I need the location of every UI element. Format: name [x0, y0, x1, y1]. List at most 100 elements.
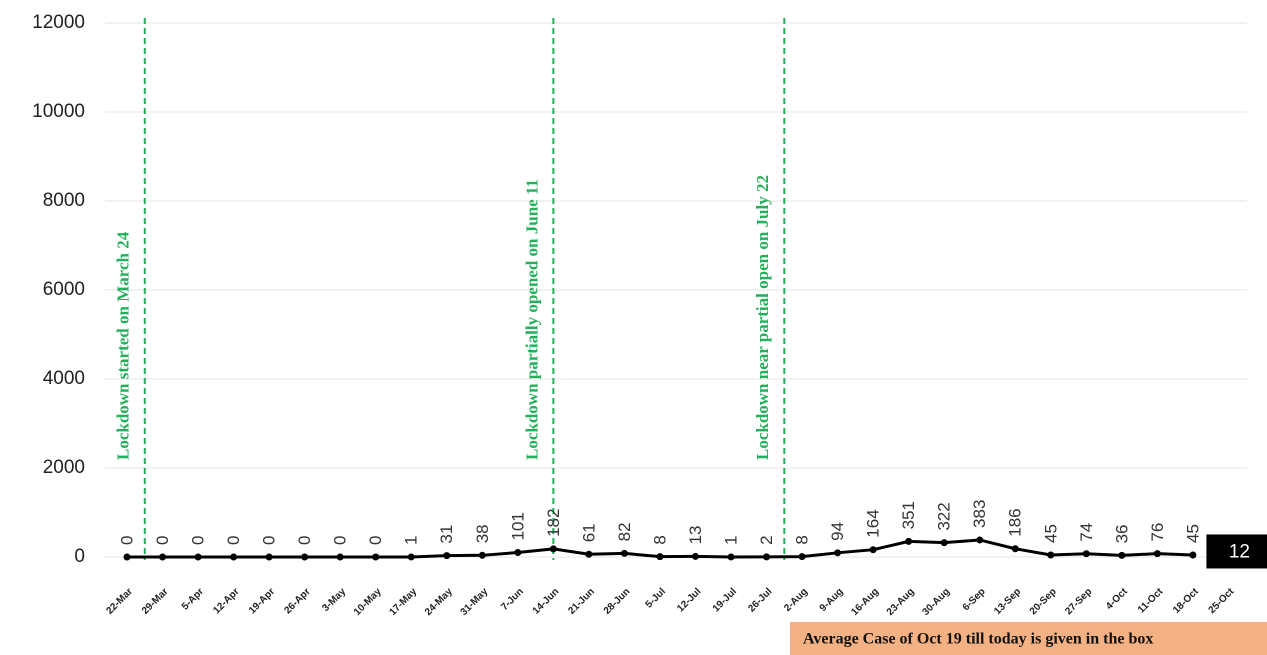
x-tick-label: 31-May: [459, 586, 491, 618]
x-tick-label: 5-Jul: [644, 586, 668, 610]
data-point: [585, 550, 593, 558]
x-tick-label: 11-Oct: [1136, 586, 1166, 616]
data-label: 182: [544, 509, 563, 537]
x-tick-label: 29-Mar: [140, 586, 171, 617]
data-point: [123, 553, 131, 561]
y-tick-label: 10000: [32, 101, 85, 122]
data-label: 45: [1183, 524, 1202, 543]
x-tick-label: 20-Sep: [1028, 586, 1059, 617]
x-tick-label: 24-May: [423, 586, 455, 618]
data-point: [1082, 550, 1090, 558]
data-label: 36: [1112, 524, 1131, 543]
data-label: 1: [402, 535, 421, 544]
data-label: 61: [579, 523, 598, 542]
data-label: 0: [189, 536, 208, 545]
x-tick-label: 3-May: [320, 586, 348, 614]
x-tick-label: 14-Jun: [531, 586, 562, 617]
y-tick-label: 2000: [43, 457, 85, 478]
data-point: [514, 549, 522, 557]
x-tick-label: 22-Mar: [104, 586, 135, 617]
data-label: 0: [331, 536, 350, 545]
data-point: [620, 549, 628, 557]
data-label: 82: [615, 522, 634, 541]
data-label: 0: [295, 536, 314, 545]
data-label: 1: [721, 535, 740, 544]
annotation-text: Lockdown near partial open on July 22: [753, 175, 772, 460]
data-point: [336, 553, 344, 561]
data-point: [1153, 550, 1161, 558]
data-point: [656, 553, 664, 561]
data-point: [1011, 545, 1019, 553]
y-tick-label: 12000: [32, 12, 85, 33]
x-tick-label: 25-Oct: [1207, 586, 1237, 616]
y-tick-label: 8000: [43, 190, 85, 211]
data-label: 76: [1148, 523, 1167, 542]
data-point: [230, 553, 238, 561]
data-label: 94: [828, 522, 847, 541]
x-tick-label: 26-Jul: [746, 586, 774, 614]
data-point: [407, 553, 415, 561]
x-tick-label: 23-Aug: [885, 586, 917, 618]
data-point: [869, 546, 877, 554]
data-label: 0: [153, 536, 172, 545]
data-point: [763, 553, 771, 561]
data-point: [478, 551, 486, 559]
data-point: [1118, 551, 1126, 559]
data-label: 322: [935, 502, 954, 530]
x-tick-label: 18-Oct: [1171, 586, 1201, 616]
data-label: 0: [224, 536, 243, 545]
x-tick-label: 19-Apr: [247, 586, 277, 616]
x-tick-label: 26-Apr: [282, 586, 312, 616]
x-tick-label: 19-Jul: [711, 586, 739, 614]
x-tick-label: 7-Jun: [499, 586, 526, 613]
x-tick-label: 17-May: [387, 586, 419, 618]
data-point: [301, 553, 309, 561]
data-label: 2: [757, 535, 776, 544]
data-label: 101: [508, 512, 527, 540]
data-point: [1047, 551, 1055, 559]
x-tick-label: 13-Sep: [992, 586, 1023, 617]
x-tick-label: 27-Sep: [1063, 586, 1094, 617]
data-label: 383: [970, 500, 989, 528]
data-point: [976, 536, 984, 544]
data-point: [691, 552, 699, 560]
annotation-text: Lockdown partially opened on June 11: [522, 179, 541, 460]
x-tick-label: 6-Sep: [961, 586, 988, 613]
data-point: [549, 545, 557, 553]
annotation-text: Lockdown started on March 24: [114, 231, 133, 460]
data-label: 31: [437, 525, 456, 544]
data-label: 0: [366, 536, 385, 545]
x-tick-label: 5-Apr: [180, 586, 206, 612]
boxed-value-label: 12: [1229, 541, 1250, 562]
x-tick-label: 12-Jul: [675, 586, 703, 614]
data-label: 13: [686, 525, 705, 544]
data-label: 45: [1041, 524, 1060, 543]
boxed-value: [1206, 534, 1267, 569]
x-tick-label: 28-Jun: [602, 586, 633, 617]
data-point: [727, 553, 735, 561]
data-label: 38: [473, 524, 492, 543]
x-tick-label: 21-Jun: [566, 586, 597, 617]
x-tick-label: 4-Oct: [1104, 586, 1130, 612]
note-box: [790, 622, 1267, 655]
data-point: [265, 553, 273, 561]
data-label: 74: [1077, 523, 1096, 542]
data-label: 8: [650, 535, 669, 544]
y-tick-label: 6000: [43, 279, 85, 300]
y-tick-label: 0: [74, 546, 85, 567]
data-label: 0: [117, 536, 136, 545]
x-tick-label: 9-Aug: [818, 586, 846, 614]
x-tick-label: 10-May: [352, 586, 384, 618]
note: Average Case of Oct 19 till today is giv…: [803, 631, 1153, 648]
data-point: [798, 553, 806, 561]
x-tick-label: 2-Aug: [782, 586, 810, 614]
data-label: 164: [864, 509, 883, 537]
x-tick-label: 16-Aug: [849, 586, 881, 618]
data-point: [443, 552, 451, 560]
data-point: [194, 553, 202, 561]
data-label: 351: [899, 501, 918, 529]
data-label: 186: [1006, 508, 1025, 536]
x-tick-label: 12-Apr: [211, 586, 241, 616]
data-point: [834, 549, 842, 557]
